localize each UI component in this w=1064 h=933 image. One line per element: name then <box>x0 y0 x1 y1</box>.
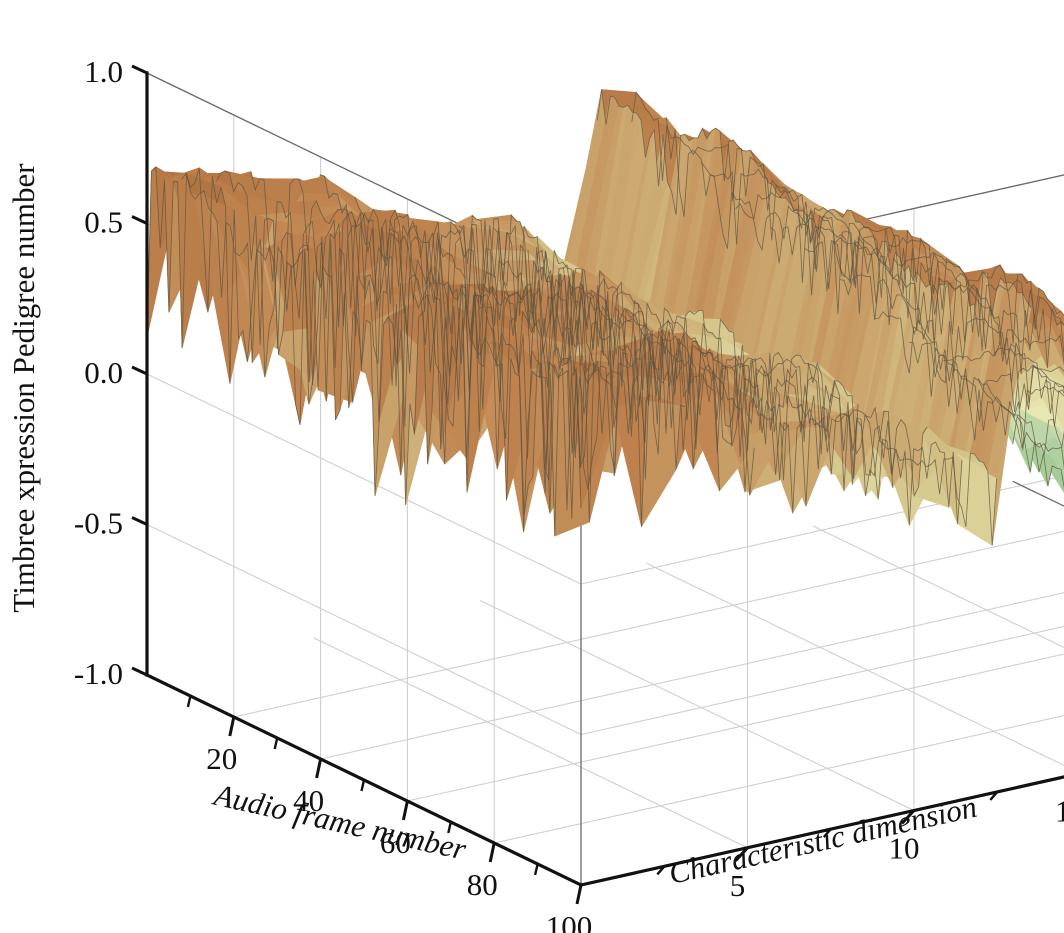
x-tick-label-1: 40 <box>293 783 324 818</box>
x-tick-label-0: 20 <box>206 741 237 776</box>
x-tick-label-2: 60 <box>380 825 411 860</box>
z-tick-label-1: 0.5 <box>84 205 123 240</box>
z-tick-label-0: 1.0 <box>84 54 123 89</box>
x-tick-label-3: 80 <box>467 867 498 902</box>
z-axis-title: Timbree xpression Pedigree number <box>6 163 41 613</box>
y-tick-label-0: 5 <box>730 868 746 903</box>
y-tick-label-2: 15 <box>1055 793 1064 828</box>
z-tick-label-2: 0.0 <box>84 355 123 390</box>
z-tick-label-3: -0.5 <box>74 506 123 541</box>
x-tick-label-4: 100 <box>546 909 593 933</box>
surface-mesh <box>146 89 1064 547</box>
axis-tick-labels: 1.00.50.0-0.5-1.020406080100510152025 <box>74 54 1064 933</box>
y-axis-title: Characteristic dimension <box>666 789 980 891</box>
x-axis-title: Audio frame number <box>209 776 470 866</box>
y-tick-label-1: 10 <box>889 831 920 866</box>
z-tick-label-4: -1.0 <box>74 656 123 691</box>
plot-axes <box>131 64 1064 905</box>
